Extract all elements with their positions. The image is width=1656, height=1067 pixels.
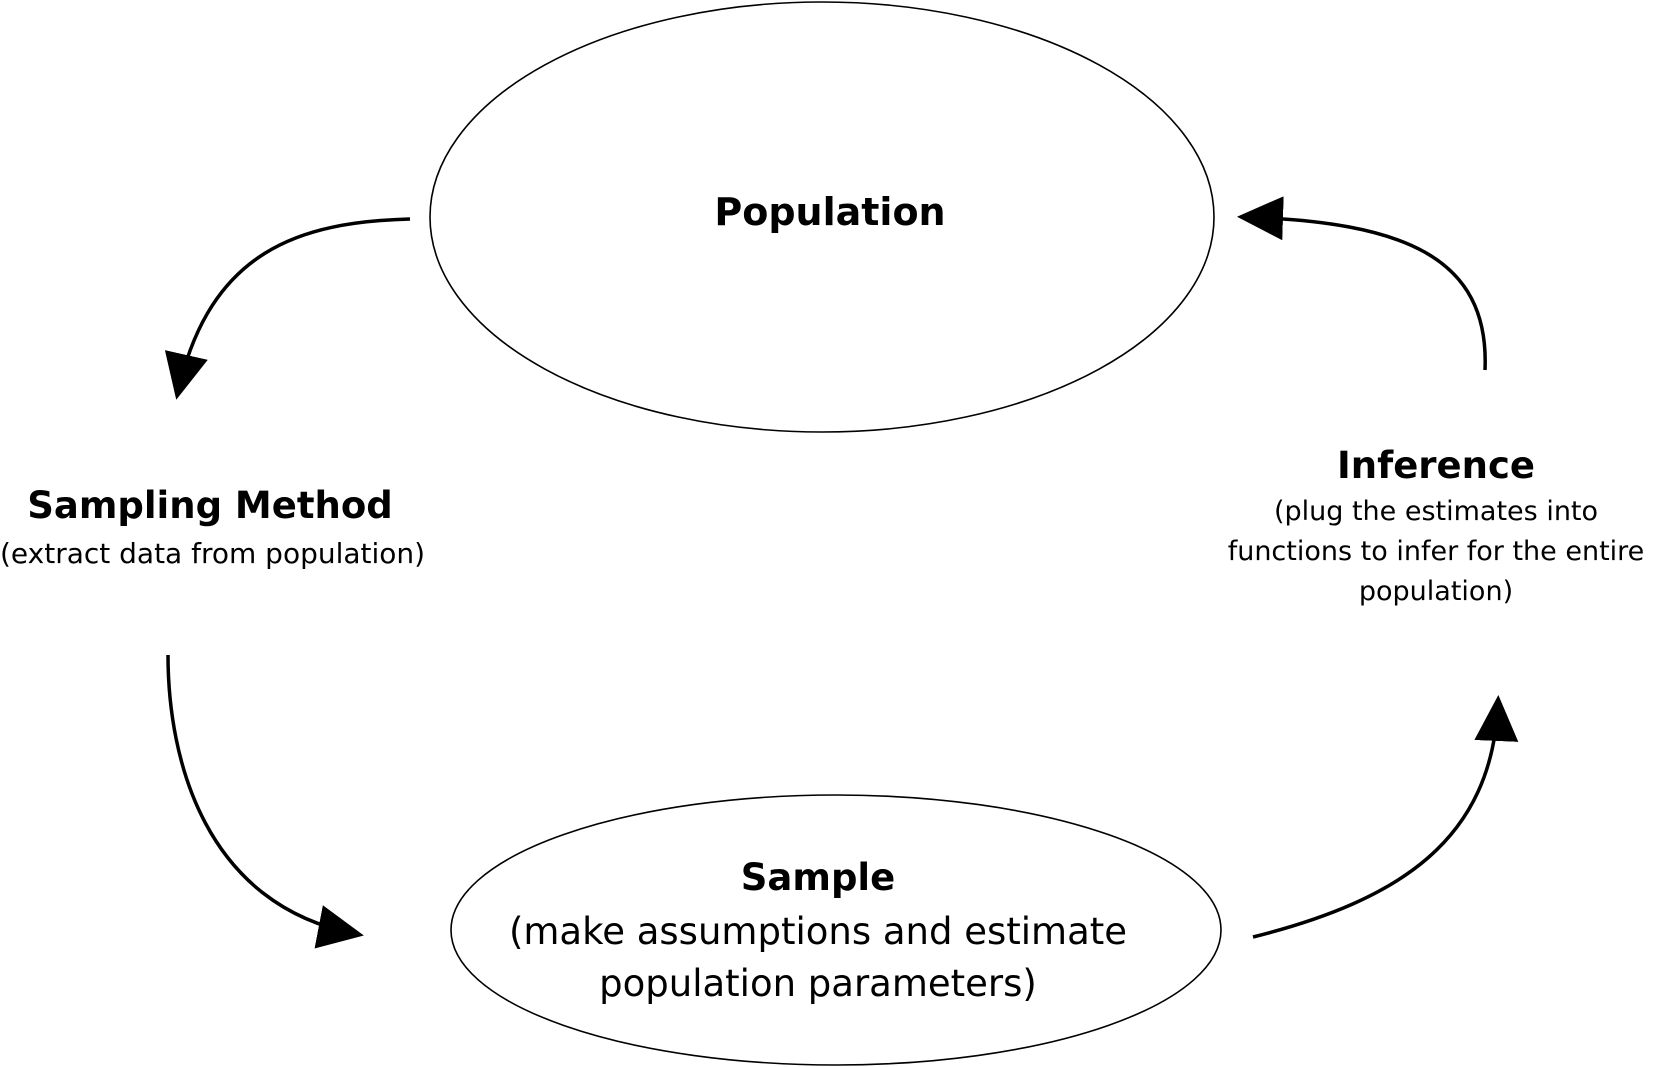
sample-description-line: population parameters) [599,962,1037,1005]
arrow-sampling-to-sample [166,654,364,949]
arrow-population-to-sampling [164,217,411,400]
sampling-method-title: Sampling Method [27,484,393,527]
population-ellipse [429,1,1215,433]
sampling-method-description: (extract data from population) [0,537,426,570]
sample-description-line: (make assumptions and estimate [508,910,1128,953]
population-title: Population [714,190,946,234]
inference-description-line: population) [1358,576,1514,607]
inference-description-line: (plug the estimates into [1273,496,1599,527]
arrow-sample-to-inference [1252,695,1519,939]
sampling-method-node: Sampling Method (extract data from popul… [0,482,426,578]
sample-ellipse [450,794,1222,1066]
inference-title: Inference [1336,444,1535,487]
inference-description-line: functions to infer for the entire [1227,536,1645,567]
sample-node: Sample (make assumptions and estimate po… [478,850,1158,1010]
sample-title: Sample [740,856,896,899]
inference-node: Inference (plug the estimates into funct… [1216,440,1656,612]
arrow-inference-to-population [1237,196,1487,371]
